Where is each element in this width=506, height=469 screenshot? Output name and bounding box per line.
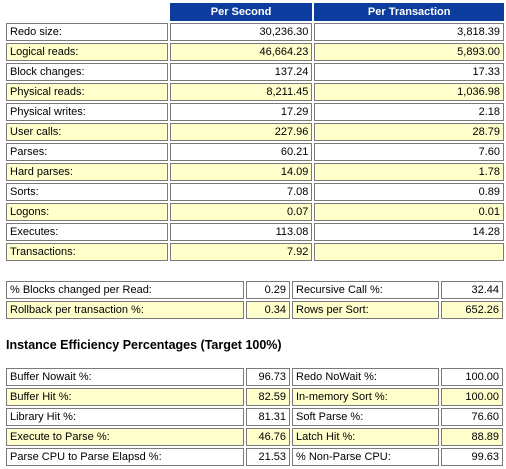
metric-value: 652.26 xyxy=(441,301,503,319)
ratio-row: Rollback per transaction %: 0.34 Rows per … xyxy=(6,301,503,319)
per-second-value: 14.09 xyxy=(169,163,313,181)
metric-value: 46.76 xyxy=(246,428,290,446)
metric-label: Buffer Nowait %: xyxy=(6,368,244,386)
metric-label: Hard parses: xyxy=(6,163,168,181)
ratios-table: % Blocks changed per Read: 0.29 Recursive … xyxy=(4,279,505,321)
per-transaction-value: 28.79 xyxy=(314,123,504,141)
metric-value: 21.53 xyxy=(246,448,290,466)
load-profile-row: Sorts: 7.08 0.89 xyxy=(6,183,504,201)
load-profile-row: Transactions: 7.92 xyxy=(6,243,504,261)
per-transaction-value: 0.89 xyxy=(314,183,504,201)
metric-value: 76.60 xyxy=(441,408,503,426)
per-second-value: 8,211.45 xyxy=(169,83,313,101)
metric-label: Parses: xyxy=(6,143,168,161)
metric-label: Executes: xyxy=(6,223,168,241)
per-second-value: 113.08 xyxy=(169,223,313,241)
metric-label: Block changes: xyxy=(6,63,168,81)
per-second-value: 0.07 xyxy=(169,203,313,221)
metric-value: 32.44 xyxy=(441,281,503,299)
metric-label: In-memory Sort %: xyxy=(292,388,439,406)
efficiency-section-title: Instance Efficiency Percentages (Target … xyxy=(6,338,282,352)
load-profile-row: Parses: 60.21 7.60 xyxy=(6,143,504,161)
metric-label: Redo NoWait %: xyxy=(292,368,439,386)
per-second-value: 60.21 xyxy=(169,143,313,161)
load-profile-row: Hard parses: 14.09 1.78 xyxy=(6,163,504,181)
metric-value: 100.00 xyxy=(441,368,503,386)
per-transaction-value: 14.28 xyxy=(314,223,504,241)
efficiency-table: Buffer Nowait %: 96.73 Redo NoWait %: 100.0… xyxy=(4,366,505,468)
metric-value: 88.89 xyxy=(441,428,503,446)
metric-value: 81.31 xyxy=(246,408,290,426)
per-transaction-value: 1,036.98 xyxy=(314,83,504,101)
metric-label: Parse CPU to Parse Elapsd %: xyxy=(6,448,244,466)
metric-label: % Blocks changed per Read: xyxy=(6,281,244,299)
per-second-value: 7.92 xyxy=(169,243,313,261)
efficiency-row: Buffer Nowait %: 96.73 Redo NoWait %: 100.0… xyxy=(6,368,503,386)
per-transaction-value: 1.78 xyxy=(314,163,504,181)
metric-label: Rows per Sort: xyxy=(292,301,439,319)
efficiency-row: Buffer Hit %: 82.59 In-memory Sort %: 100.0… xyxy=(6,388,503,406)
metric-label: Logons: xyxy=(6,203,168,221)
per-second-value: 17.29 xyxy=(169,103,313,121)
load-profile-row: Redo size: 30,236.30 3,818.39 xyxy=(6,23,504,41)
per-transaction-value xyxy=(314,243,504,261)
metric-label: Buffer Hit %: xyxy=(6,388,244,406)
per-transaction-value: 5,893.00 xyxy=(314,43,504,61)
load-profile-row: Block changes: 137.24 17.33 xyxy=(6,63,504,81)
load-profile-row: Executes: 113.08 14.28 xyxy=(6,223,504,241)
metric-label: Execute to Parse %: xyxy=(6,428,244,446)
metric-label: Latch Hit %: xyxy=(292,428,439,446)
per-transaction-value: 7.60 xyxy=(314,143,504,161)
per-second-header: Per Second xyxy=(169,3,313,21)
metric-label: % Non-Parse CPU: xyxy=(292,448,439,466)
load-profile-row: Physical reads: 8,211.45 1,036.98 xyxy=(6,83,504,101)
per-second-value: 227.96 xyxy=(169,123,313,141)
per-transaction-value: 0.01 xyxy=(314,203,504,221)
metric-label: Redo size: xyxy=(6,23,168,41)
ratio-row: % Blocks changed per Read: 0.29 Recursive … xyxy=(6,281,503,299)
metric-label: Logical reads: xyxy=(6,43,168,61)
per-transaction-value: 3,818.39 xyxy=(314,23,504,41)
metric-label: Transactions: xyxy=(6,243,168,261)
load-profile-row: Logical reads: 46,664.23 5,893.00 xyxy=(6,43,504,61)
per-transaction-header: Per Transaction xyxy=(314,3,504,21)
metric-value: 99.63 xyxy=(441,448,503,466)
metric-label: Rollback per transaction %: xyxy=(6,301,244,319)
per-second-value: 7.08 xyxy=(169,183,313,201)
per-second-value: 46,664.23 xyxy=(169,43,313,61)
per-second-value: 30,236.30 xyxy=(169,23,313,41)
efficiency-row: Execute to Parse %: 46.76 Latch Hit %: 88.8… xyxy=(6,428,503,446)
load-profile-header: Per Second Per Transaction xyxy=(6,3,504,21)
metric-value: 0.29 xyxy=(246,281,290,299)
metric-label: Physical writes: xyxy=(6,103,168,121)
metric-label: Library Hit %: xyxy=(6,408,244,426)
header-blank-cell xyxy=(6,3,168,21)
metric-value: 100.00 xyxy=(441,388,503,406)
metric-label: Soft Parse %: xyxy=(292,408,439,426)
per-transaction-value: 2.18 xyxy=(314,103,504,121)
metric-label: Sorts: xyxy=(6,183,168,201)
load-profile-table: Per Second Per Transaction Redo size: 30,… xyxy=(4,1,506,263)
metric-value: 82.59 xyxy=(246,388,290,406)
load-profile-row: Logons: 0.07 0.01 xyxy=(6,203,504,221)
metric-label: Recursive Call %: xyxy=(292,281,439,299)
metric-value: 0.34 xyxy=(246,301,290,319)
per-second-value: 137.24 xyxy=(169,63,313,81)
metric-label: User calls: xyxy=(6,123,168,141)
metric-label: Physical reads: xyxy=(6,83,168,101)
metric-value: 96.73 xyxy=(246,368,290,386)
efficiency-row: Library Hit %: 81.31 Soft Parse %: 76.60 xyxy=(6,408,503,426)
per-transaction-value: 17.33 xyxy=(314,63,504,81)
load-profile-row: User calls: 227.96 28.79 xyxy=(6,123,504,141)
load-profile-row: Physical writes: 17.29 2.18 xyxy=(6,103,504,121)
efficiency-row: Parse CPU to Parse Elapsd %: 21.53% Non-P… xyxy=(6,448,503,466)
